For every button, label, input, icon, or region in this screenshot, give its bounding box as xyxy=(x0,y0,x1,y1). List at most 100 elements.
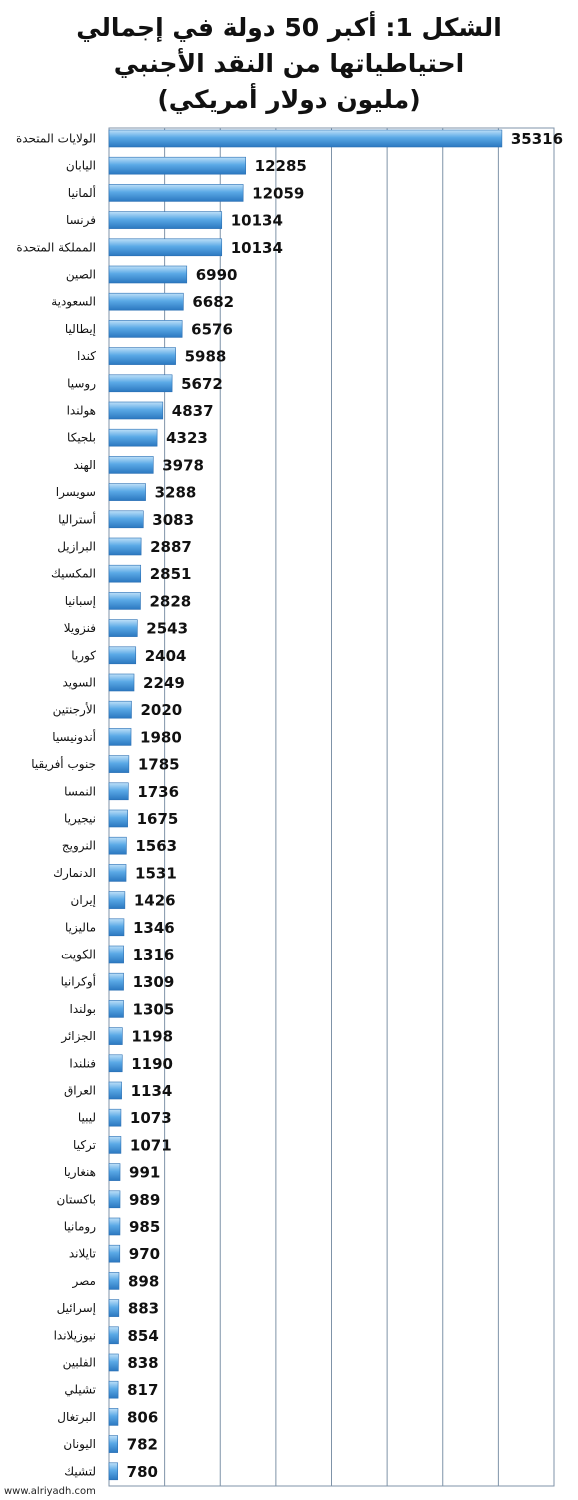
bar xyxy=(108,673,135,692)
bar xyxy=(108,211,223,229)
title-line-1: الشكل 1: أكبر 50 دولة في إجمالي xyxy=(76,13,502,42)
bar xyxy=(108,401,164,420)
category-label: إيطاليا xyxy=(65,322,96,336)
bar xyxy=(108,537,142,556)
bar xyxy=(108,1408,119,1426)
value-label: 970 xyxy=(129,1245,160,1263)
category-label: كندا xyxy=(77,349,96,363)
bar xyxy=(108,1353,119,1372)
bar xyxy=(108,265,188,284)
category-label: البرتغال xyxy=(57,1410,96,1425)
bar xyxy=(108,1081,122,1100)
value-label: 780 xyxy=(127,1463,158,1481)
value-label: 1785 xyxy=(138,756,180,774)
value-label: 4323 xyxy=(166,429,208,447)
category-label: هولندا xyxy=(67,404,96,419)
value-label: 3083 xyxy=(152,511,194,529)
bar xyxy=(108,1190,121,1209)
bar xyxy=(108,864,127,882)
value-label: 1198 xyxy=(131,1028,173,1046)
chart-title: الشكل 1: أكبر 50 دولة في إجمالي احتياطيا… xyxy=(0,10,578,118)
value-label: 2020 xyxy=(140,701,182,719)
category-label: تشيلي xyxy=(64,1383,96,1397)
category-label: لتشيك xyxy=(64,1464,96,1478)
bar xyxy=(108,891,126,909)
bar xyxy=(108,1136,122,1154)
value-label: 806 xyxy=(127,1408,158,1426)
bar xyxy=(108,456,154,474)
bar xyxy=(108,1108,122,1127)
value-label: 838 xyxy=(127,1354,158,1372)
bar xyxy=(108,184,244,202)
category-label: النمسا xyxy=(64,784,96,798)
category-label: فنزويلا xyxy=(64,621,96,636)
value-label: 2851 xyxy=(150,565,192,583)
bar xyxy=(108,156,246,175)
bar xyxy=(108,1027,123,1045)
value-label: 1316 xyxy=(133,946,175,964)
bar xyxy=(108,1326,119,1345)
category-label: أستراليا xyxy=(58,511,96,527)
bar xyxy=(108,1244,121,1263)
bar xyxy=(108,972,124,991)
value-label: 10134 xyxy=(231,239,283,257)
bar xyxy=(108,809,128,828)
bar xyxy=(108,428,158,447)
value-label: 10134 xyxy=(231,212,283,230)
source-credit: www.alriyadh.com xyxy=(4,1486,96,1497)
category-label: تايلاند xyxy=(69,1247,96,1261)
category-label: نيوزيلاندا xyxy=(54,1328,96,1343)
value-label: 6990 xyxy=(196,266,238,284)
bar xyxy=(108,836,127,855)
bar xyxy=(108,619,138,637)
category-label: مصر xyxy=(72,1274,96,1289)
bar xyxy=(108,129,503,148)
category-label: فرنسا xyxy=(66,213,96,228)
category-label: الجزائر xyxy=(60,1029,96,1044)
value-label: 6576 xyxy=(191,320,233,338)
category-label: العراق xyxy=(64,1084,96,1099)
category-label: أوكرانيا xyxy=(61,974,96,990)
bar xyxy=(108,1272,120,1290)
category-label: روسيا xyxy=(67,376,96,391)
bar xyxy=(108,292,184,311)
value-label: 2249 xyxy=(143,674,185,692)
bars xyxy=(108,129,503,1481)
value-label: 4837 xyxy=(172,402,214,420)
category-label: إسبانيا xyxy=(65,594,96,608)
bar xyxy=(108,238,223,257)
value-label: 782 xyxy=(127,1436,158,1454)
category-label: الولايات المتحدة xyxy=(16,132,96,147)
bar xyxy=(108,1462,118,1481)
category-label: الكويت xyxy=(61,948,96,963)
category-label: المملكة المتحدة xyxy=(16,240,96,254)
bar xyxy=(108,646,137,665)
bar xyxy=(108,945,124,964)
bar xyxy=(108,483,146,501)
category-label: اليابان xyxy=(66,159,96,173)
category-label: الصين xyxy=(66,268,96,283)
category-label: جنوب أفريقيا xyxy=(31,756,96,772)
value-label: 2828 xyxy=(149,592,191,610)
category-label: ليبيا xyxy=(78,1111,96,1125)
value-label: 12285 xyxy=(255,157,307,175)
category-label: السعودية xyxy=(51,295,96,310)
value-label: 3288 xyxy=(155,484,197,502)
category-label: الفلبين xyxy=(63,1356,96,1371)
bar xyxy=(108,1054,123,1073)
category-label: ماليزيا xyxy=(65,920,96,935)
category-labels: الولايات المتحدة اليابان ألمانيا فرنسا الممل… xyxy=(16,132,96,1479)
category-label: كوريا xyxy=(71,648,96,663)
category-label: البرازيل xyxy=(57,540,96,555)
value-label: 2404 xyxy=(145,647,187,665)
category-label: السويد xyxy=(62,676,96,691)
value-label: 5988 xyxy=(185,348,227,366)
value-label: 5672 xyxy=(181,375,223,393)
category-label: المكسيك xyxy=(51,567,96,581)
value-label: 1736 xyxy=(137,783,179,801)
category-label: بلجيكا xyxy=(67,431,96,445)
category-label: إيران xyxy=(71,893,96,908)
value-labels: 35316 12285 12059 10134 10134 6990 6682 6576 598… xyxy=(127,130,563,1481)
value-label: 6682 xyxy=(192,293,234,311)
category-label: ألمانيا xyxy=(68,185,96,200)
